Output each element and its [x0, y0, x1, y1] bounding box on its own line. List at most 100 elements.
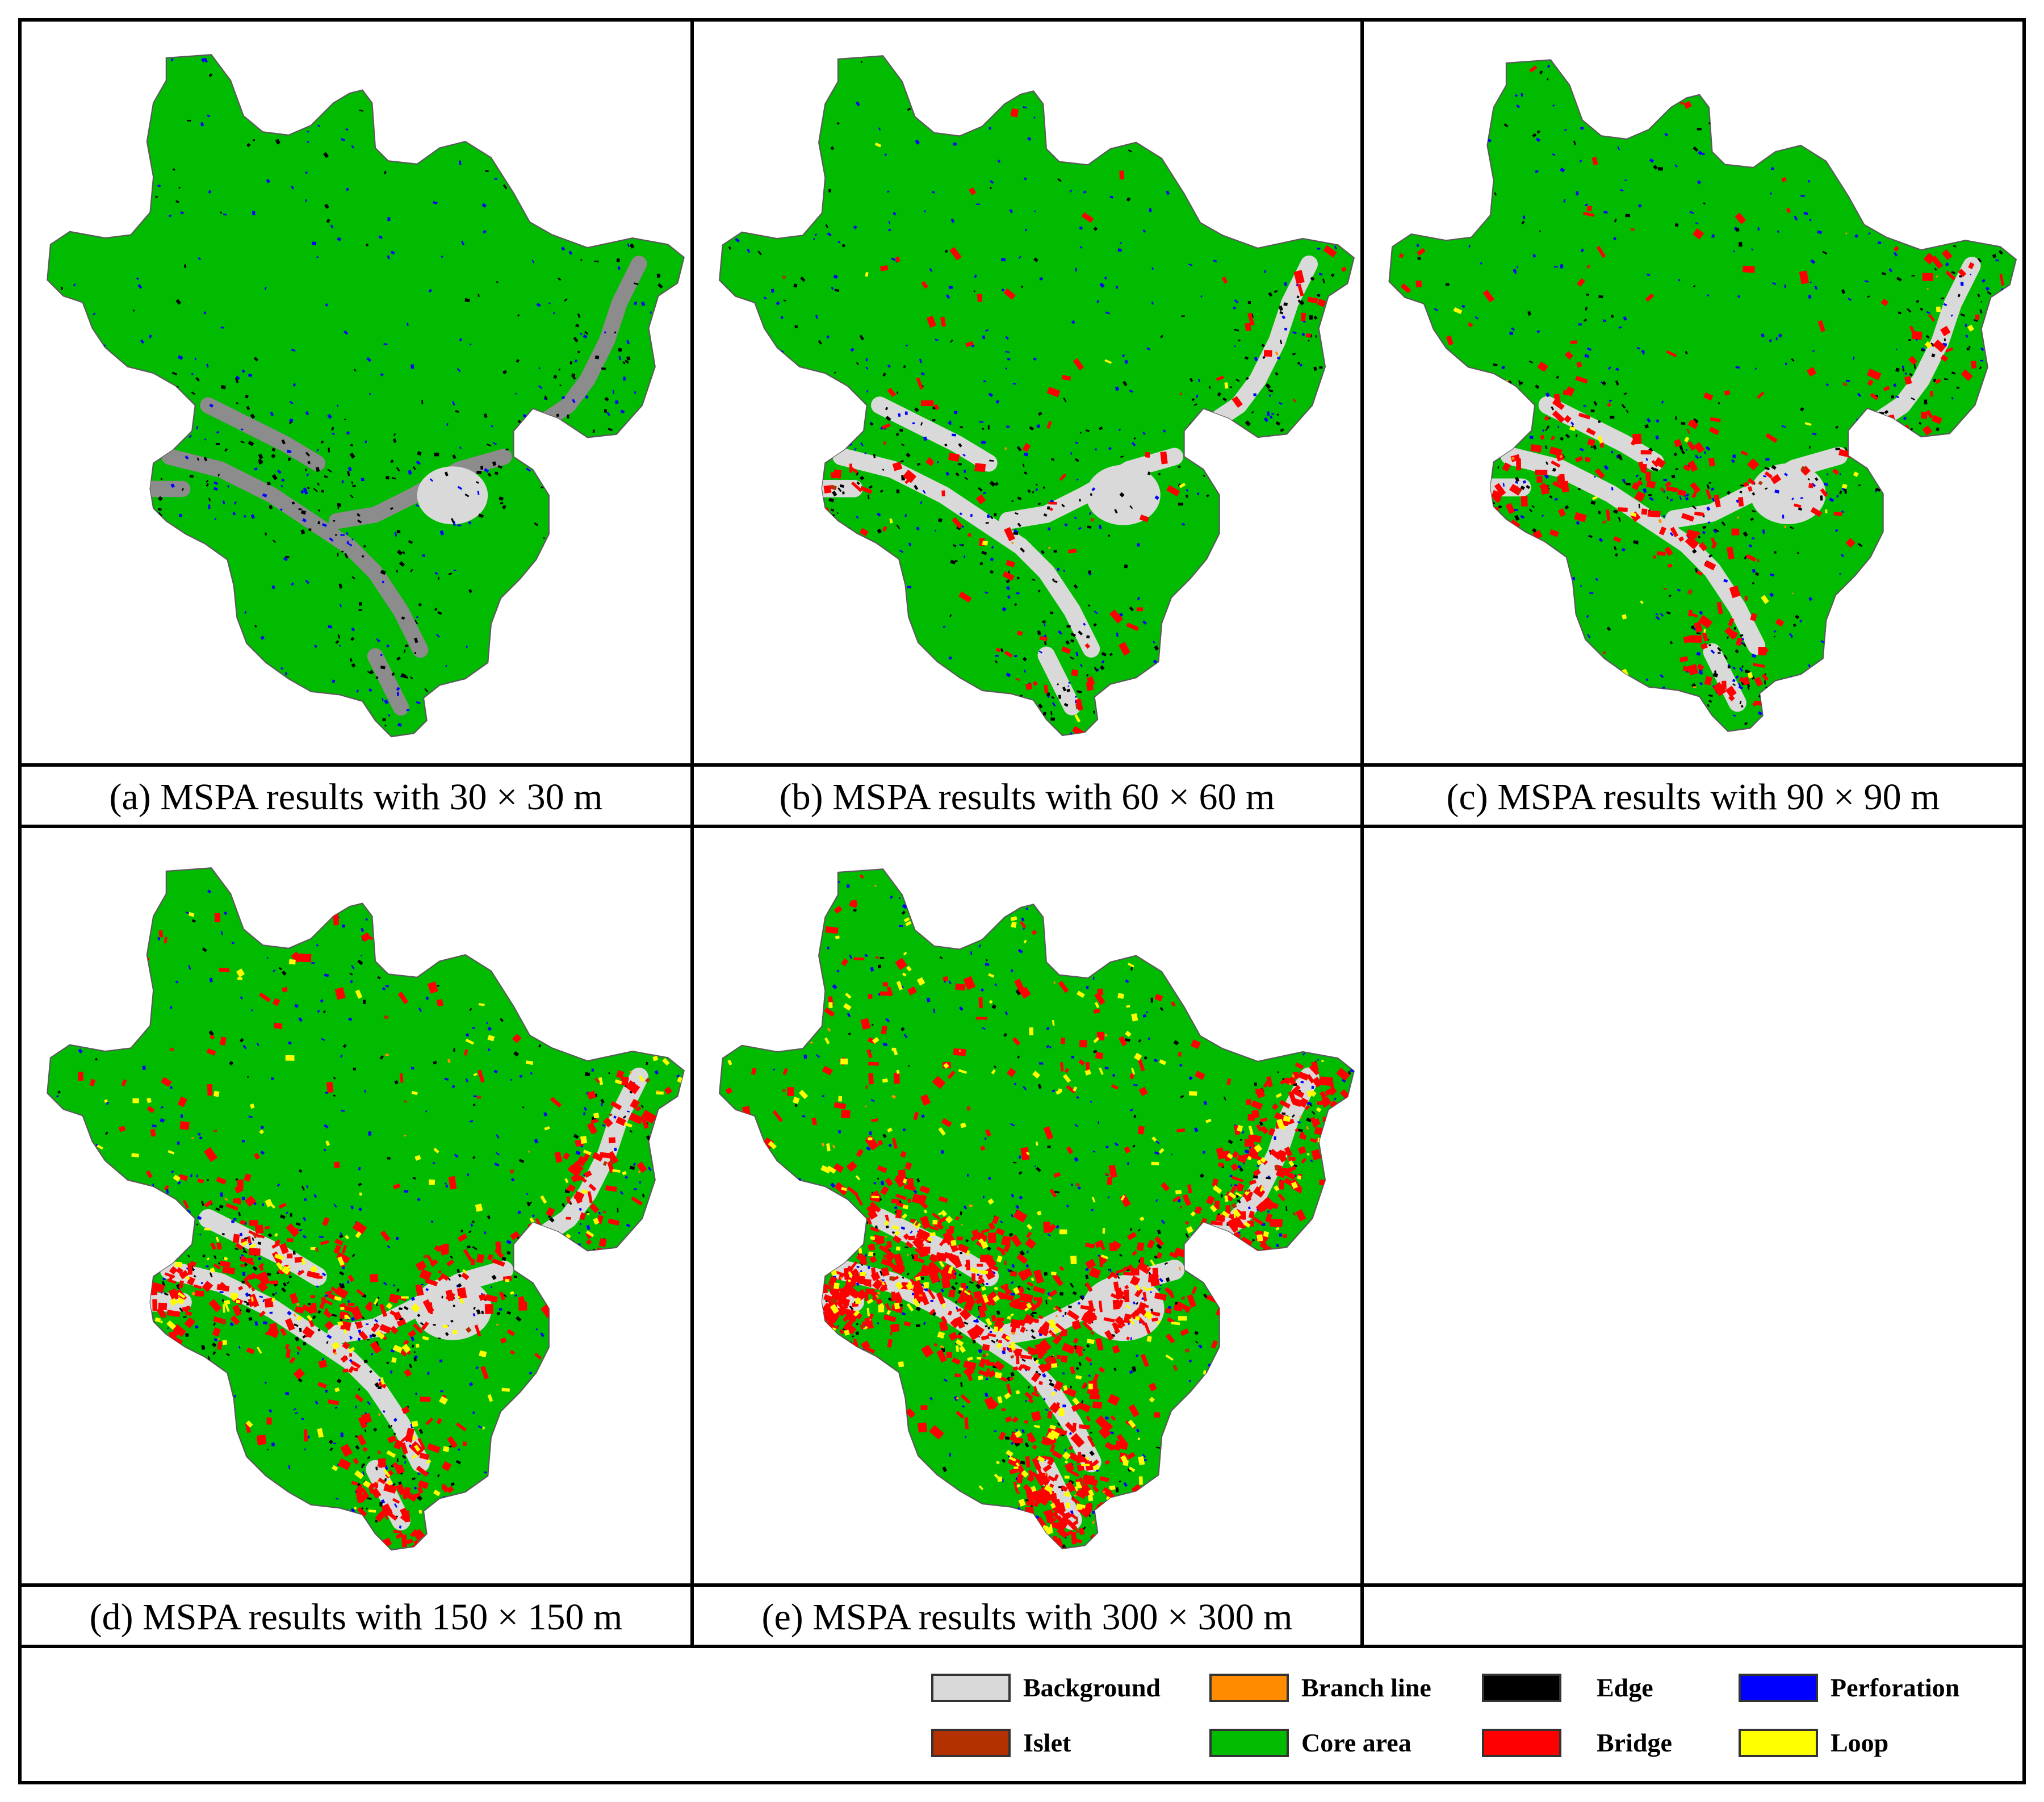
edge-patch	[657, 283, 663, 289]
perforation-patch	[1617, 146, 1620, 150]
perforation-patch	[1685, 497, 1689, 501]
edge-patch	[386, 1361, 389, 1365]
loop-patch	[1147, 1287, 1153, 1290]
perforation-patch	[1635, 474, 1639, 478]
edge-patch	[476, 470, 481, 474]
edge-patch	[882, 1134, 887, 1138]
perforation-patch	[1302, 1052, 1305, 1056]
loop-patch	[902, 972, 907, 977]
bridge-patch	[420, 1396, 431, 1402]
perforation-patch	[346, 1280, 350, 1284]
bridge-patch	[1061, 375, 1071, 381]
bridge-patch	[1143, 1305, 1149, 1308]
perforation-patch	[397, 722, 402, 727]
edge-patch	[301, 1185, 305, 1191]
edge-patch	[369, 670, 374, 675]
perforation-patch	[209, 403, 214, 408]
edge-patch	[1578, 488, 1581, 491]
branch-line-patch	[885, 1235, 887, 1238]
bridge-patch	[852, 1276, 860, 1283]
perforation-patch	[1019, 1155, 1021, 1159]
edge-patch	[1018, 1171, 1023, 1175]
perforation-patch	[1053, 1388, 1058, 1392]
bridge-patch	[940, 316, 946, 327]
loop-patch	[994, 1286, 998, 1290]
loop-patch	[1288, 1160, 1295, 1167]
perforation-patch	[900, 1226, 906, 1230]
edge-patch	[1515, 476, 1519, 482]
edge-patch	[1032, 578, 1036, 582]
grid-divider	[690, 18, 694, 1648]
bridge-patch	[958, 1294, 967, 1303]
bridge-patch	[1770, 474, 1782, 484]
edge-patch	[960, 426, 963, 428]
core-area-region	[47, 867, 685, 1551]
edge-patch	[1079, 499, 1082, 502]
bridge-patch	[1098, 1366, 1105, 1373]
background-urban-area	[1750, 463, 1826, 524]
perforation-patch	[157, 184, 161, 187]
perforation-patch	[170, 58, 174, 62]
loop-patch	[970, 1267, 979, 1274]
edge-patch	[252, 1237, 254, 1241]
bridge-patch	[1576, 361, 1582, 368]
perforation-patch	[346, 187, 349, 191]
edge-patch	[391, 672, 395, 676]
bridge-patch	[846, 1265, 854, 1273]
bridge-patch	[578, 1175, 587, 1183]
edge-patch	[353, 369, 357, 372]
perforation-patch	[277, 1183, 280, 1187]
perforation-patch	[188, 965, 191, 970]
islet-patch	[1090, 517, 1095, 522]
edge-patch	[1675, 468, 1678, 470]
loop-patch	[835, 935, 840, 939]
perforation-patch	[326, 1334, 332, 1339]
edge-patch	[300, 529, 305, 534]
loop-patch	[1051, 1391, 1055, 1397]
perforation-patch	[534, 1138, 539, 1144]
perforation-patch	[1713, 528, 1718, 534]
edge-patch	[885, 1225, 889, 1228]
edge-patch	[513, 1275, 518, 1278]
edge-patch	[1217, 392, 1222, 397]
bridge-patch	[357, 1507, 367, 1517]
perforation-patch	[411, 1067, 414, 1070]
perforation-patch	[385, 985, 389, 988]
perforation-patch	[510, 1078, 512, 1081]
perforation-patch	[254, 1321, 258, 1326]
edge-patch	[352, 484, 356, 488]
loop-patch	[1044, 1485, 1053, 1493]
edge-patch	[626, 356, 631, 361]
bridge-patch	[208, 1299, 222, 1312]
loop-patch	[982, 540, 988, 546]
loop-patch	[285, 1265, 290, 1270]
edge-patch	[187, 1255, 191, 1257]
branch-line-patch	[296, 1302, 300, 1307]
perforation-patch	[865, 366, 869, 370]
bridge-patch	[1646, 480, 1656, 489]
perforation-patch	[574, 359, 578, 363]
loop-patch	[274, 1253, 284, 1261]
bridge-patch	[1085, 1243, 1095, 1249]
bridge-patch	[1089, 1312, 1098, 1322]
edge-patch	[377, 976, 381, 980]
perforation-patch	[346, 431, 350, 435]
perforation-patch	[378, 1378, 382, 1382]
perforation-patch	[1033, 357, 1037, 361]
loop-patch	[1279, 1124, 1286, 1130]
bridge-patch	[470, 1259, 475, 1265]
bridge-patch	[156, 1307, 166, 1318]
edge-patch	[326, 1341, 329, 1344]
branch-line-patch	[940, 1345, 945, 1349]
bridge-patch	[1101, 1487, 1112, 1496]
perforation-patch	[256, 1043, 259, 1047]
bridge-patch	[1013, 1482, 1019, 1493]
bridge-patch	[324, 1308, 330, 1315]
bridge-patch	[891, 1138, 898, 1149]
branch-line-patch	[810, 1042, 814, 1044]
bridge-patch	[441, 1461, 452, 1471]
edge-patch	[828, 497, 835, 503]
perforation-patch	[1784, 473, 1788, 476]
bridge-patch	[1319, 1180, 1327, 1185]
perforation-patch	[1094, 611, 1098, 614]
